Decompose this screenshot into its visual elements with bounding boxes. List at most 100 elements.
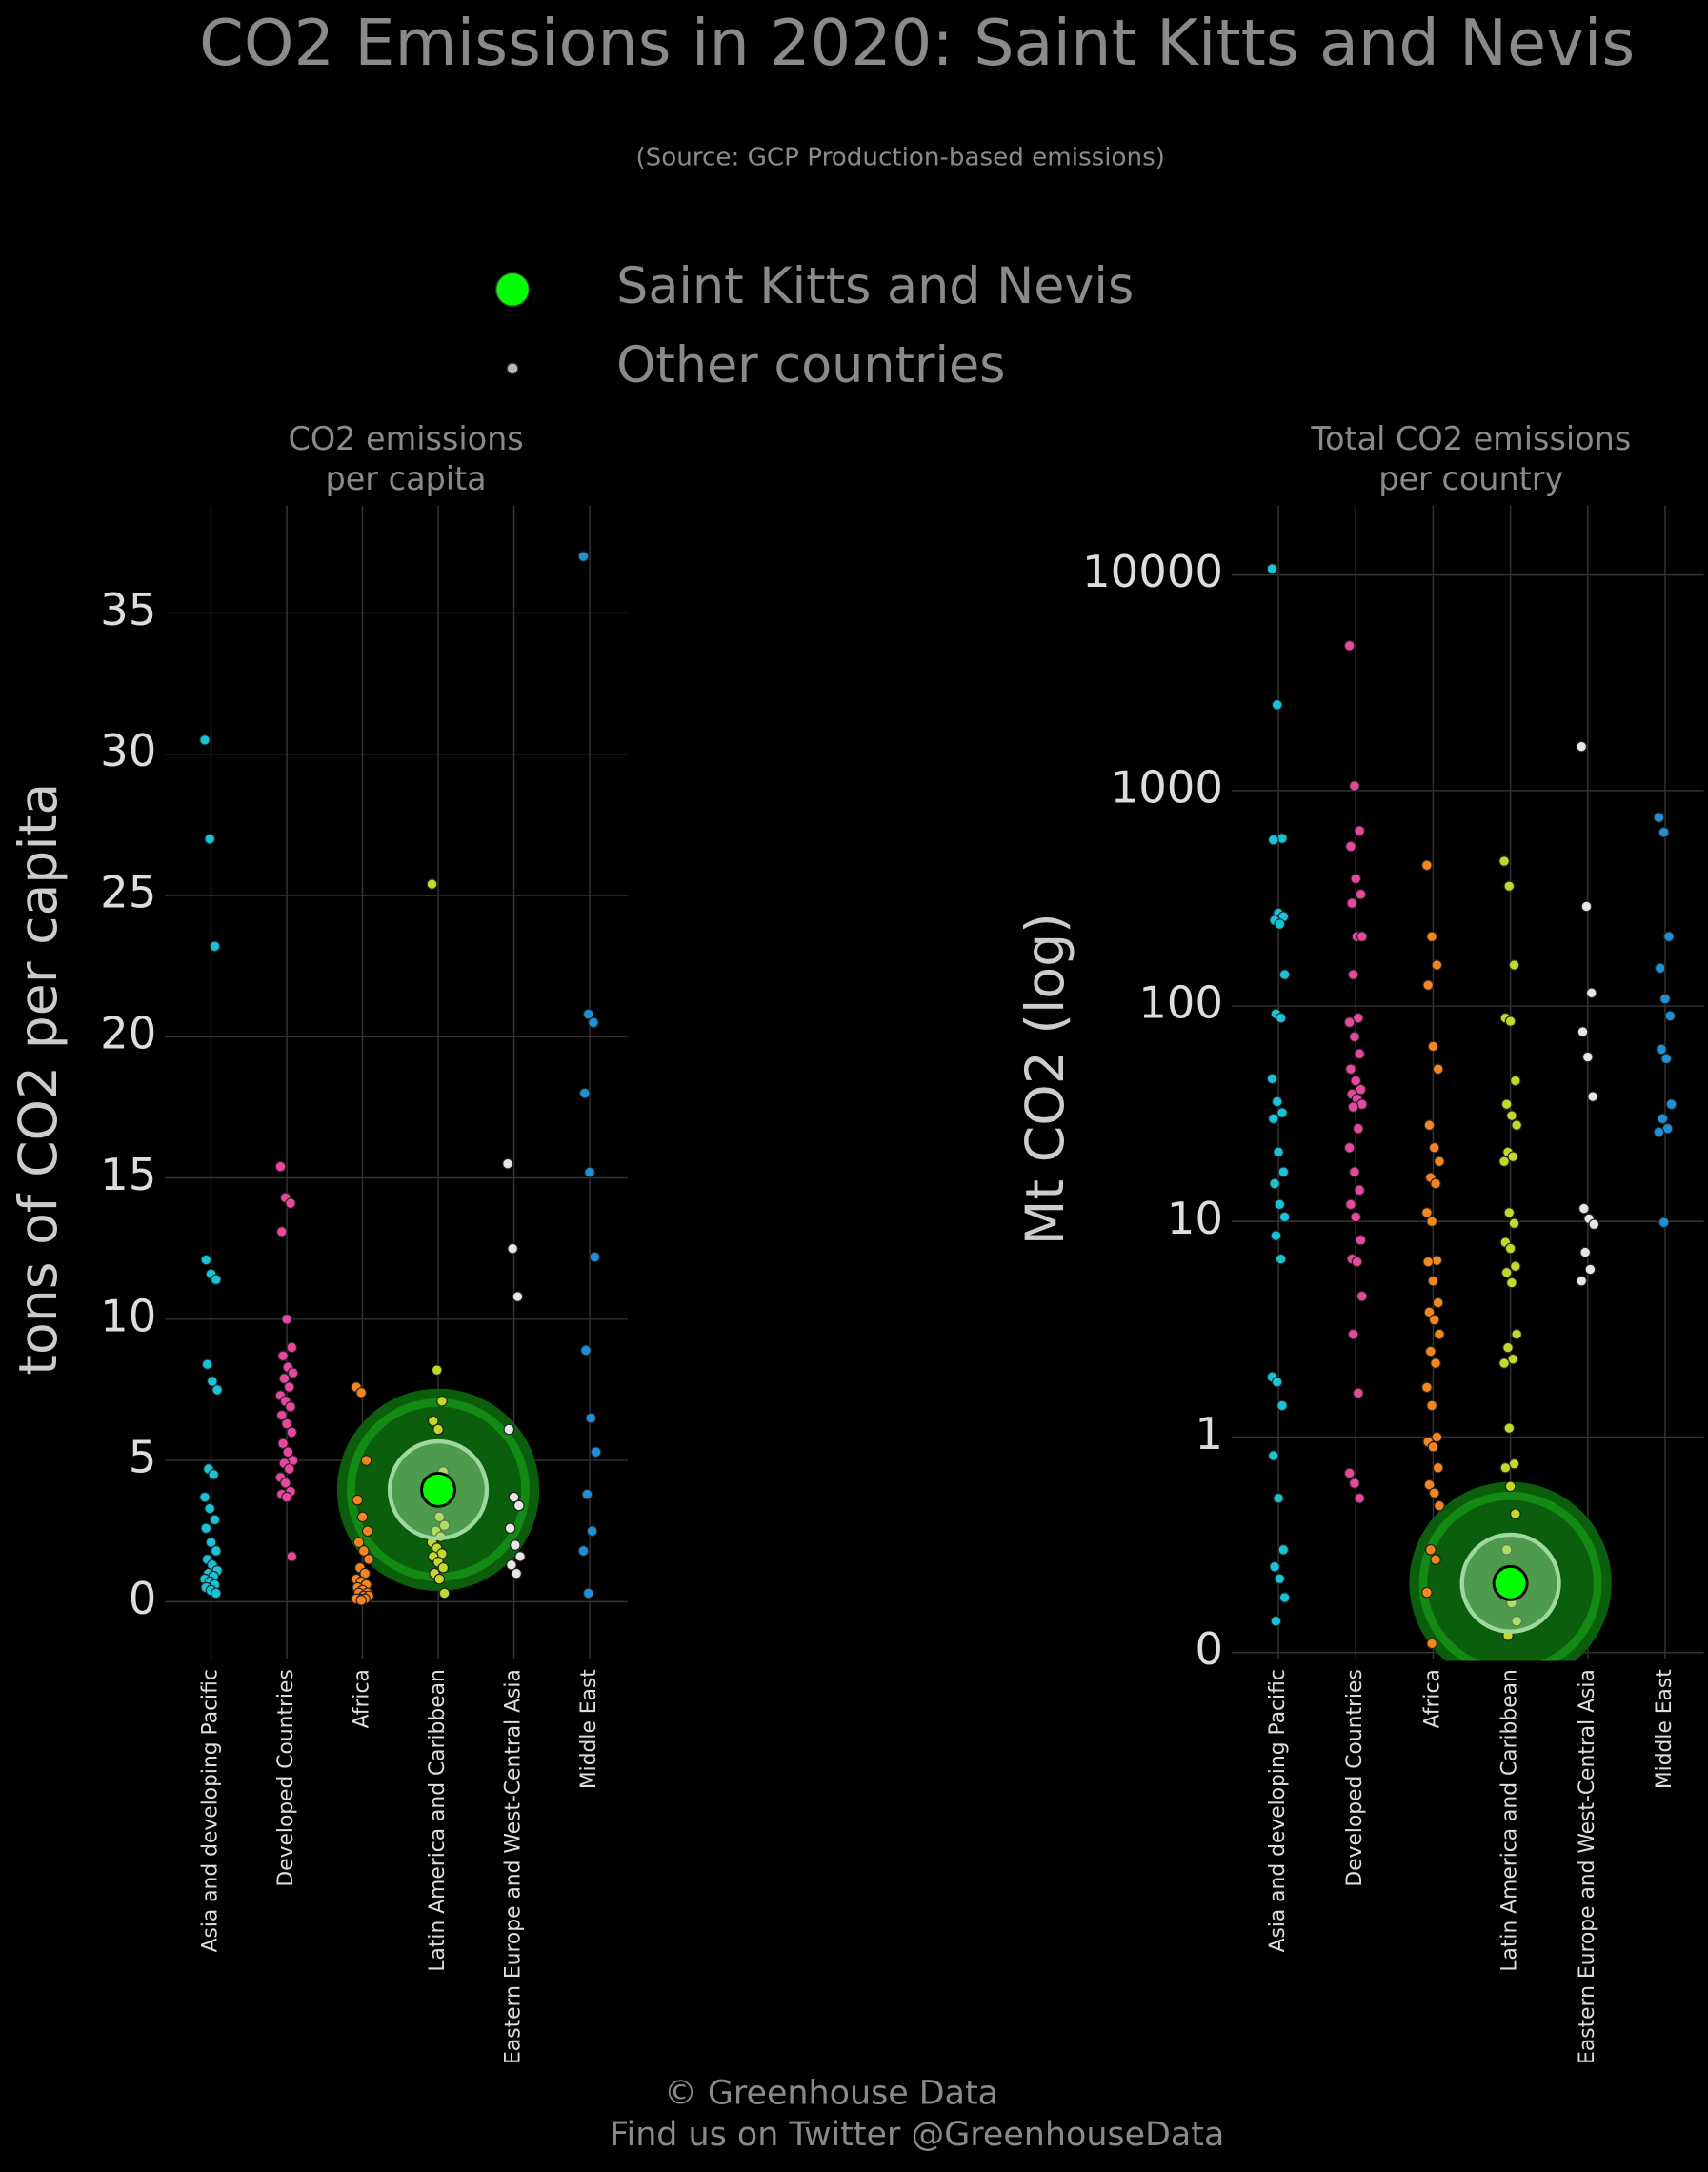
data-point <box>1350 1211 1362 1223</box>
data-point <box>1428 1487 1440 1499</box>
data-point <box>1421 1381 1433 1394</box>
data-point <box>281 1418 292 1430</box>
data-point <box>510 1539 521 1551</box>
data-point <box>1427 1040 1439 1053</box>
data-point <box>285 1197 296 1210</box>
data-point <box>514 1551 526 1562</box>
data-point <box>1278 1211 1291 1223</box>
data-point <box>1354 1048 1365 1060</box>
data-point <box>433 1573 446 1585</box>
data-point <box>199 1491 211 1503</box>
x-tick-label: Asia and developing Pacific <box>199 1669 223 1952</box>
data-point <box>582 1008 594 1020</box>
y-tick-label: 30 <box>100 725 156 776</box>
data-point <box>1658 1217 1670 1229</box>
data-point <box>1665 1098 1678 1111</box>
data-point <box>1271 1096 1283 1108</box>
legend-marker <box>494 272 531 308</box>
data-point <box>1654 962 1666 975</box>
data-point <box>1273 1492 1284 1504</box>
data-point <box>356 1511 369 1523</box>
data-point <box>1353 1387 1364 1399</box>
data-point <box>1274 1198 1286 1211</box>
data-point <box>1354 825 1365 836</box>
data-point <box>210 1274 222 1286</box>
data-point <box>1345 840 1356 853</box>
data-point <box>426 878 438 890</box>
legend-marker <box>506 362 519 375</box>
data-point <box>200 1522 212 1535</box>
data-point <box>283 1381 295 1393</box>
data-point <box>577 1545 590 1557</box>
data-point <box>1278 1592 1291 1603</box>
data-point <box>352 1494 364 1506</box>
data-point <box>1356 1290 1368 1302</box>
x-tick-label: Asia and developing Pacific <box>1266 1669 1290 1952</box>
data-point <box>355 1387 368 1398</box>
data-point <box>1510 1260 1521 1273</box>
data-point <box>1504 1242 1517 1255</box>
data-point <box>1423 1119 1436 1131</box>
data-point <box>1431 959 1443 971</box>
y-tick-label: 0 <box>129 1573 157 1624</box>
data-point <box>1587 1091 1598 1102</box>
data-point <box>1423 1306 1436 1318</box>
data-point <box>1349 1166 1360 1177</box>
data-point <box>1421 1586 1433 1599</box>
data-point <box>1656 1043 1667 1056</box>
y-tick-label: 100 <box>1138 977 1223 1029</box>
data-point <box>1269 1177 1280 1190</box>
y-tick-label: 5 <box>129 1432 157 1483</box>
data-point <box>1432 1297 1444 1309</box>
data-point <box>1345 1198 1356 1211</box>
data-point <box>1503 880 1516 893</box>
data-point <box>1421 859 1433 872</box>
x-tick-label: Latin America and Caribbean <box>426 1669 450 1971</box>
data-point <box>432 1423 444 1436</box>
data-point <box>1349 1031 1360 1043</box>
data-point <box>1268 1113 1279 1125</box>
data-point <box>1276 1107 1288 1118</box>
data-point <box>209 1514 221 1526</box>
x-tick-label: Eastern Europe and West-Central Asia <box>1576 1669 1599 2064</box>
data-point <box>1423 1478 1436 1491</box>
data-point <box>207 1376 218 1387</box>
data-point <box>1346 897 1358 909</box>
data-point <box>578 1087 591 1099</box>
legend-label: Other countries <box>616 336 1005 394</box>
data-point <box>1356 931 1368 942</box>
data-point <box>1430 1554 1441 1565</box>
data-point <box>1658 826 1670 838</box>
data-point <box>1577 1026 1589 1037</box>
subplot-title: Total CO2 emissions <box>1310 420 1631 457</box>
data-point <box>1424 1543 1437 1556</box>
data-point <box>1345 1063 1356 1076</box>
data-point <box>1508 959 1520 971</box>
data-point <box>507 1242 519 1255</box>
data-point <box>1498 855 1510 867</box>
y-tick-label: 10 <box>1167 1193 1223 1244</box>
data-point <box>580 1344 592 1357</box>
data-point <box>1576 740 1588 753</box>
data-point <box>201 1358 213 1371</box>
data-point <box>1508 1217 1520 1230</box>
data-point <box>508 1491 520 1503</box>
data-point <box>1275 1012 1287 1024</box>
data-point <box>1274 918 1286 930</box>
data-point <box>1277 1166 1290 1177</box>
data-point <box>1664 1010 1677 1022</box>
data-point <box>588 1016 599 1029</box>
footer: Find us on Twitter @GreenhouseData <box>610 2116 1224 2154</box>
data-point <box>1581 1051 1594 1063</box>
data-point <box>1427 1275 1439 1287</box>
data-point <box>1276 1399 1288 1412</box>
data-point <box>1430 1177 1441 1190</box>
data-point <box>1660 1053 1673 1065</box>
subplot-title: per country <box>1378 460 1563 497</box>
y-tick-label: 35 <box>100 584 156 635</box>
data-point <box>286 1551 298 1562</box>
data-point <box>1355 1083 1367 1096</box>
data-point <box>1426 1638 1437 1650</box>
